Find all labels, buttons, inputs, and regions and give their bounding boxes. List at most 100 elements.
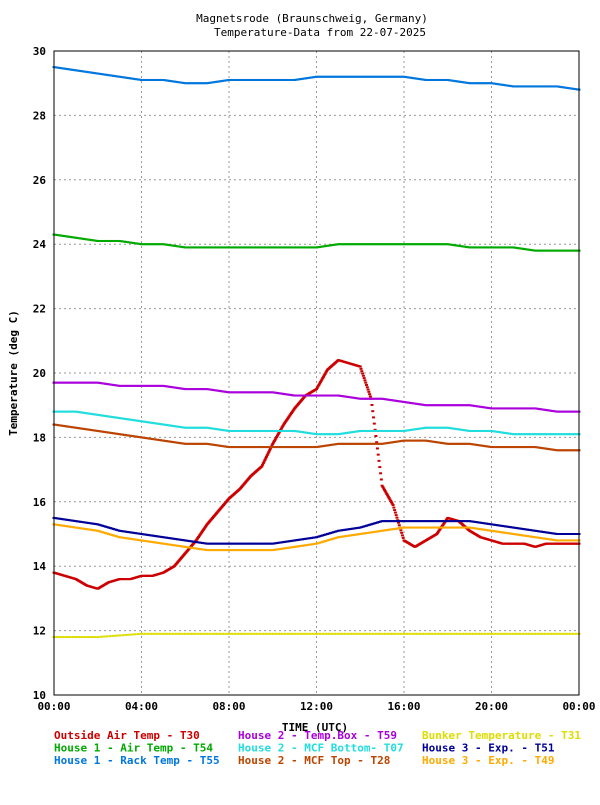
data-point (344, 75, 348, 78)
data-point (175, 441, 179, 444)
data-point (229, 78, 233, 81)
data-point (377, 397, 381, 400)
data-point (552, 448, 556, 451)
data-point (168, 632, 172, 635)
data-point (555, 85, 559, 88)
data-point (402, 429, 406, 432)
data-point (158, 78, 162, 81)
data-point (355, 632, 359, 635)
data-point (102, 239, 106, 242)
data-point (272, 542, 276, 545)
data-point (394, 527, 398, 530)
data-point (332, 394, 336, 397)
data-point (554, 449, 558, 452)
data-point (171, 80, 175, 83)
data-point (282, 446, 286, 449)
data-point (311, 394, 315, 397)
data-point (327, 532, 331, 535)
data-point (430, 404, 434, 407)
data-point (65, 636, 68, 639)
data-point (304, 77, 308, 80)
data-point (65, 381, 68, 384)
data-point (544, 249, 548, 252)
data-point (90, 239, 93, 242)
data-point (263, 458, 267, 461)
data-point (540, 537, 543, 540)
data-point (293, 246, 297, 249)
data-point (344, 442, 348, 445)
data-point (424, 439, 428, 442)
data-point (365, 429, 368, 432)
data-point (346, 243, 350, 246)
data-point (255, 446, 259, 449)
data-point (474, 521, 478, 524)
data-point (335, 530, 339, 533)
data-point (338, 243, 342, 246)
data-point (155, 78, 159, 81)
data-point (210, 542, 214, 545)
data-point (124, 434, 128, 437)
data-point (227, 542, 231, 545)
data-point (85, 428, 89, 431)
data-point (127, 434, 131, 437)
data-point (507, 446, 511, 449)
data-point (129, 434, 133, 437)
data-point (527, 535, 531, 538)
data-point (210, 443, 214, 446)
data-point (568, 433, 572, 436)
data-point (202, 542, 206, 545)
data-point (186, 632, 190, 635)
data-point (524, 407, 528, 410)
data-point (485, 82, 489, 85)
data-point (488, 246, 492, 249)
data-point (304, 446, 308, 449)
data-point (563, 449, 567, 452)
data-point (93, 381, 97, 384)
data-point (466, 246, 470, 249)
data-point (343, 75, 347, 78)
data-point (335, 536, 339, 539)
data-point (72, 519, 76, 522)
data-point (197, 535, 201, 538)
data-point (71, 526, 75, 529)
series-8 (52, 523, 581, 552)
data-point (308, 537, 312, 540)
data-point (265, 454, 269, 457)
data-point (185, 388, 189, 391)
data-point (507, 432, 511, 435)
data-point (305, 632, 309, 635)
data-point (222, 445, 226, 448)
data-point (360, 442, 364, 445)
data-point (383, 490, 387, 493)
data-point (311, 76, 315, 79)
data-point (275, 246, 279, 249)
data-point (325, 533, 329, 535)
data-point (283, 429, 287, 432)
data-point (366, 388, 370, 391)
series-2 (52, 66, 581, 91)
data-point (569, 539, 573, 542)
data-point (436, 404, 440, 407)
data-point (169, 440, 173, 443)
data-point (266, 446, 270, 449)
data-point (477, 521, 481, 524)
data-point (222, 246, 226, 249)
data-point (458, 80, 462, 83)
data-point (196, 388, 200, 391)
data-point (574, 433, 578, 436)
data-point (529, 529, 533, 532)
data-point (491, 523, 495, 526)
data-point (435, 404, 439, 407)
data-point (497, 524, 501, 527)
data-point (149, 540, 153, 543)
data-point (296, 394, 300, 397)
data-point (477, 246, 481, 249)
data-point (116, 239, 120, 242)
data-point (383, 632, 387, 635)
data-point (382, 442, 386, 445)
data-point (377, 429, 381, 432)
data-point (399, 75, 403, 78)
data-point (524, 632, 528, 635)
data-point (129, 418, 133, 421)
data-point (572, 533, 576, 535)
